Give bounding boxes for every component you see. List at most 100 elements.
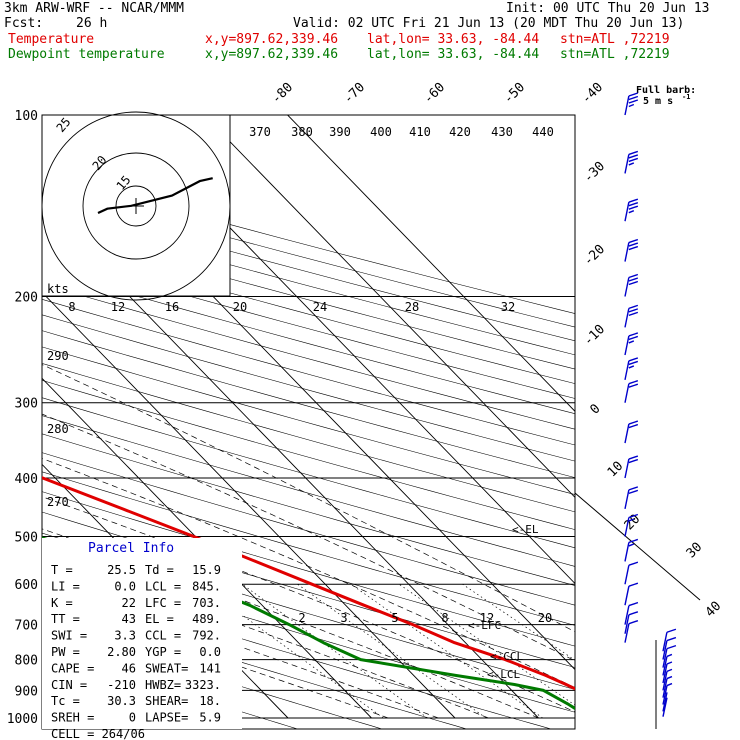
wind-barb (624, 623, 630, 643)
parcel-key: SWEAT= (145, 661, 188, 675)
parcel-key: CCL = (145, 629, 181, 643)
valid-time: Valid: 02 UTC Fri 21 Jun 13 (20 MDT Thu … (293, 16, 685, 31)
moist-adiabat (42, 364, 575, 633)
wind-barb (662, 663, 668, 684)
wind-barb-flag (628, 150, 639, 156)
dry-adiabat (42, 511, 575, 668)
dry-adiabat (42, 433, 575, 586)
mixing-ratio-label: 2 (298, 611, 305, 625)
header: 3km ARW-WRF -- NCAR/MMM Init: 00 UTC Thu… (0, 0, 740, 70)
mixing-ratio-line (297, 583, 487, 719)
barb-legend-units: 5 m s (643, 96, 673, 107)
wind-barb-flag (628, 561, 639, 566)
pressure-tick-label: 800 (15, 654, 38, 669)
wind-barb-flag (666, 653, 673, 658)
wind-barb-flag (628, 280, 639, 286)
temperature-xy: x,y=897.62,339.46 (205, 32, 339, 47)
hodograph-kts-label: kts (47, 282, 69, 296)
wind-barb-flag (666, 668, 673, 673)
wind-barb (624, 308, 630, 328)
wind-barb (624, 360, 630, 381)
speed-tick-label: 32 (501, 300, 515, 314)
wind-barb-flag (628, 380, 639, 385)
wind-barb-flag (628, 489, 639, 495)
wind-barb-flag (628, 513, 639, 519)
parcel-value: 3323. (185, 678, 221, 692)
parcel-value: 15.9 (192, 563, 221, 577)
wind-barb-flag (628, 335, 639, 341)
model-title: 3km ARW-WRF -- NCAR/MMM (4, 1, 185, 16)
parcel-key: SHEAR= (145, 694, 188, 708)
wind-barb-flag (628, 357, 639, 362)
speed-tick-label: 24 (313, 300, 327, 314)
dry-adiabat (42, 471, 575, 626)
wind-barb (624, 95, 630, 116)
dewpoint-xy: x,y=897.62,339.46 (205, 47, 339, 62)
wind-barb-flag (666, 644, 677, 650)
temperature-station: stn=ATL ,72219 (560, 32, 670, 47)
init-time: Init: 00 UTC Thu 20 Jun 13 (506, 1, 710, 16)
theta-label: 280 (47, 422, 69, 436)
wind-barb-flag (628, 311, 639, 317)
parcel-value: 18. (199, 694, 221, 708)
wind-barb-flag (628, 420, 639, 425)
wind-barb-flag (628, 308, 639, 313)
level-marker: <-CCL (490, 650, 523, 663)
wind-barb-flag (628, 365, 635, 369)
wind-barb-flag (628, 458, 639, 464)
parcel-info-panel: Parcel Info T = 25.5 Td = 15.9 LI = 0.0 LCL = 84… (42, 538, 242, 740)
pressure-tick-label: 300 (15, 397, 38, 412)
parcel-value: 0.0 (114, 579, 136, 593)
temperature-tick-label: 40 (703, 599, 725, 621)
forecast-hours: 26 h (76, 16, 108, 31)
wind-barb-flag (628, 198, 639, 203)
parcel-value: 43 (122, 612, 136, 626)
wind-barb (624, 542, 630, 562)
dry-adiabat (42, 452, 575, 606)
wind-barb-flag (666, 661, 673, 665)
wind-barb-flag (628, 162, 635, 166)
wind-barb-flag (628, 205, 639, 210)
parcel-key: LFC = (145, 596, 181, 610)
wind-barb (662, 671, 668, 691)
wind-barb (624, 605, 630, 625)
theta-label: 370 (249, 125, 271, 139)
dry-adiabat (42, 298, 575, 446)
temperature-tick-label: -40 (579, 80, 606, 107)
mixing-ratio-label: 5 (391, 611, 398, 625)
wind-barb-flag (628, 601, 639, 607)
parcel-key: CIN = (51, 678, 87, 692)
moist-adiabat (42, 528, 539, 719)
parcel-value: 489. (192, 612, 221, 626)
pressure-tick-label: 900 (15, 684, 38, 699)
dewpoint-legend-label: Dewpoint temperature (8, 47, 165, 62)
mixing-ratio-line (241, 583, 428, 719)
parcel-key: PW = (51, 645, 80, 659)
parcel-value: 141 (199, 661, 221, 675)
mixing-ratio-label: 20 (538, 611, 552, 625)
level-marker: <-EL (512, 523, 539, 536)
wind-barb-flag (628, 92, 639, 97)
wind-barb-flag (628, 486, 639, 491)
parcel-value: 845. (192, 579, 221, 593)
temperature-tick-label: -70 (341, 80, 368, 107)
wind-barb-flag (628, 103, 635, 108)
parcel-key: YGP = (145, 645, 181, 659)
hodograph-ring (82, 152, 190, 260)
parcel-value: 30.3 (107, 694, 136, 708)
wind-barb-flag (666, 636, 677, 642)
wind-barb (624, 423, 630, 444)
pressure-tick-label: 600 (15, 578, 38, 593)
pressure-tick-label: 200 (15, 291, 38, 306)
wind-barb-flag (628, 277, 639, 282)
isotherm-line (203, 115, 575, 499)
temperature-tick-label: 20 (622, 512, 644, 534)
dry-adiabat (42, 268, 575, 414)
forecast-label: Fcst: (4, 16, 44, 31)
wind-barb (624, 458, 630, 479)
parcel-key: LCL = (145, 579, 181, 593)
moist-adiabat (42, 496, 575, 713)
dry-adiabat (42, 491, 575, 647)
